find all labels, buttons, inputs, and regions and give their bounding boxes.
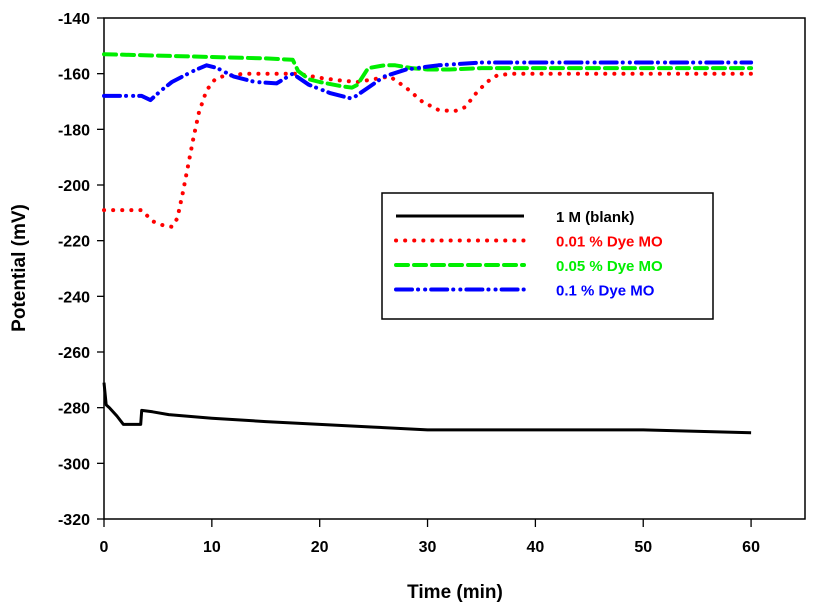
x-axis-title: Time (min) xyxy=(407,582,503,603)
x-tick-label: 40 xyxy=(526,539,544,556)
x-axis: 0 10 20 30 40 50 60 xyxy=(100,519,760,556)
legend-label-0: 1 M (blank) xyxy=(556,209,634,226)
y-tick-label: -160 xyxy=(58,67,90,84)
series-line-2 xyxy=(102,52,754,90)
y-tick-label: -280 xyxy=(58,401,90,418)
y-tick-label: -320 xyxy=(58,512,90,529)
y-tick-label: -300 xyxy=(58,456,90,473)
y-axis: -320 -300 -280 -260 -240 -220 -200 -180 -160 -140 xyxy=(58,11,104,529)
legend-label-1: 0.01 % Dye MO xyxy=(556,234,663,251)
series-line-1 xyxy=(102,71,754,229)
y-tick-label: -240 xyxy=(58,289,90,306)
legend-label-2: 0.05 % Dye MO xyxy=(556,258,663,275)
x-tick-label: 10 xyxy=(203,539,221,556)
y-tick-label: -200 xyxy=(58,178,90,195)
y-tick-label: -260 xyxy=(58,345,90,362)
series-line-3 xyxy=(102,60,754,103)
series-line-0 xyxy=(102,382,752,435)
series-layer xyxy=(102,52,754,435)
legend-box xyxy=(381,192,714,320)
legend: 1 M (blank) 0.01 % Dye MO 0.05 % Dye MO 0.1… xyxy=(381,192,714,320)
x-tick-label: 60 xyxy=(742,539,760,556)
x-tick-label: 0 xyxy=(100,539,109,556)
legend-label-3: 0.1 % Dye MO xyxy=(556,283,655,300)
x-tick-label: 50 xyxy=(634,539,652,556)
x-tick-label: 30 xyxy=(419,539,437,556)
x-tick-label: 20 xyxy=(311,539,329,556)
y-tick-label: -220 xyxy=(58,234,90,251)
y-tick-label: -180 xyxy=(58,122,90,139)
y-axis-title: Potential (mV) xyxy=(9,204,30,332)
y-tick-label: -140 xyxy=(58,11,90,28)
